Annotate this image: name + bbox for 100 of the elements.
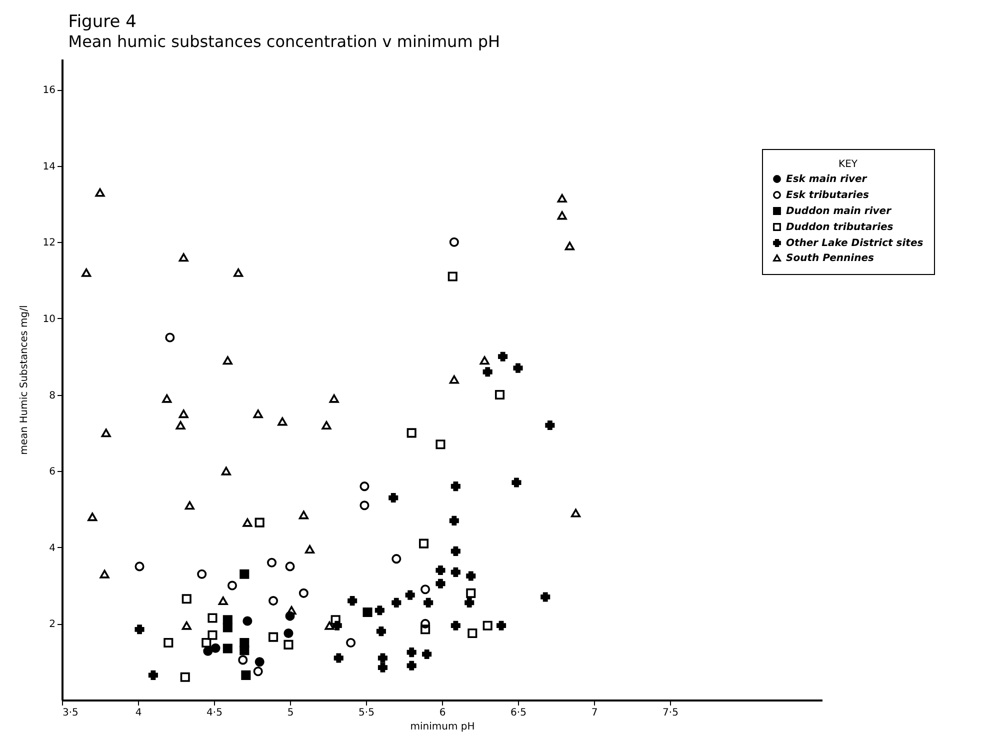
point — [221, 466, 231, 476]
y-tick-label: 10 — [42, 314, 56, 325]
point — [101, 428, 111, 438]
point — [450, 567, 460, 577]
point — [449, 375, 459, 384]
point — [420, 624, 430, 634]
point — [278, 417, 288, 426]
point — [449, 237, 459, 247]
chart-subtitle: Mean humic substances concentration v minimum pH — [68, 32, 500, 51]
x-tick-label: 7·5 — [662, 708, 678, 718]
point — [406, 648, 416, 658]
point — [480, 356, 490, 365]
point — [450, 546, 460, 556]
point — [182, 621, 192, 630]
y-tick-label: 12 — [42, 238, 56, 249]
legend-label: South Pennines — [786, 253, 874, 264]
point — [330, 615, 340, 625]
point — [268, 596, 278, 606]
point — [324, 621, 334, 630]
point — [334, 653, 344, 663]
legend-label: Duddon main river — [786, 206, 892, 217]
point — [178, 253, 188, 262]
point — [304, 545, 315, 554]
y-tick-label: 14 — [42, 161, 56, 172]
point — [238, 655, 248, 665]
point — [203, 646, 213, 656]
point — [557, 194, 567, 203]
point — [284, 640, 294, 650]
point — [448, 272, 458, 282]
point — [420, 584, 430, 594]
legend-label: Other Lake District sites — [786, 238, 924, 249]
point — [406, 428, 416, 438]
point — [254, 518, 264, 528]
point — [466, 571, 476, 581]
point — [540, 592, 550, 602]
point — [227, 580, 238, 590]
y-tick-label: 8 — [49, 390, 56, 402]
y-tick-label: 2 — [49, 619, 56, 630]
point — [234, 268, 244, 277]
point — [253, 666, 263, 676]
point — [374, 606, 384, 616]
point — [210, 643, 220, 653]
point — [284, 628, 294, 638]
point — [360, 482, 370, 492]
legend-label: Duddon tributaries — [786, 222, 894, 233]
point — [298, 588, 308, 598]
legend-label: Esk main river — [786, 174, 868, 185]
point — [545, 420, 555, 430]
point — [376, 626, 386, 636]
point — [82, 268, 92, 277]
point — [418, 538, 429, 548]
point — [422, 649, 432, 659]
point — [148, 670, 158, 680]
x-tick-label: 4·5 — [206, 708, 222, 718]
point — [197, 569, 207, 579]
point — [100, 570, 110, 578]
point — [88, 512, 98, 522]
point — [162, 394, 172, 403]
point — [298, 510, 308, 520]
point — [286, 606, 296, 615]
point — [180, 672, 190, 682]
point — [182, 594, 192, 604]
point — [266, 558, 277, 568]
point — [405, 590, 415, 600]
x-tick-label: 6 — [439, 708, 446, 718]
point — [218, 596, 228, 606]
point — [95, 188, 105, 197]
point — [494, 390, 505, 400]
point — [498, 352, 508, 362]
point — [392, 554, 402, 564]
x-tick-label: 3·5 — [62, 708, 78, 718]
point — [134, 624, 144, 634]
point — [165, 332, 175, 342]
y-tick-label: 16 — [42, 85, 56, 96]
point — [360, 500, 370, 510]
point — [450, 482, 460, 492]
point — [134, 562, 144, 572]
y-tick-label: 4 — [49, 542, 56, 554]
point — [322, 421, 332, 430]
point — [436, 566, 446, 576]
point — [512, 478, 522, 488]
point — [449, 516, 459, 526]
y-axis-title: mean Humic Substances mg/l — [18, 305, 30, 455]
point — [346, 638, 356, 648]
point — [570, 508, 581, 518]
x-tick-label: 5·5 — [358, 708, 374, 718]
x-tick-label: 6·5 — [510, 708, 526, 718]
point — [436, 578, 446, 588]
point — [329, 394, 339, 403]
point — [406, 660, 416, 670]
point — [241, 670, 251, 680]
point — [222, 356, 232, 365]
point — [178, 410, 188, 418]
point — [202, 638, 212, 648]
point — [222, 622, 232, 632]
point — [482, 620, 492, 630]
legend-label: Esk tributaries — [786, 190, 869, 201]
point — [242, 518, 252, 527]
point — [424, 598, 434, 608]
legend-title: KEY — [838, 159, 858, 170]
